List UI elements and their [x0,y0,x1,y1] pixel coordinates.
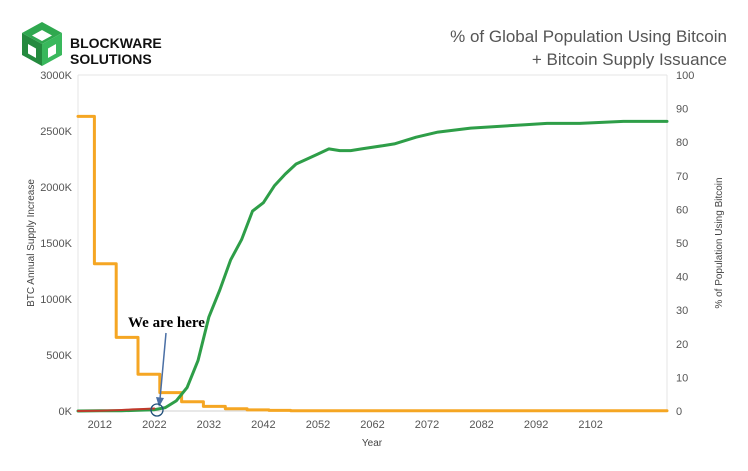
y-right-tick-label: 90 [676,104,688,116]
y-right-tick-label: 40 [676,272,688,284]
series-line-of-population-using-bitcoin [76,119,669,413]
x-tick-label: 2012 [88,419,112,431]
y-right-tick-label: 30 [676,305,688,317]
x-tick-label: 2052 [306,419,330,431]
y-left-tick-label: 3000K [40,70,72,82]
logo-cube-icon [22,22,62,66]
y-right-tick-label: 80 [676,137,688,149]
y-right-axis-label: % of Population Using Bitcoin [714,177,725,308]
series-line-btc-annual-supply-increase [76,114,669,413]
annotation-arrow-head [156,397,164,407]
y-left-axis-label: BTC Annual Supply Increase [26,179,37,307]
x-tick-label: 2022 [142,419,166,431]
y-left-tick-label: 2000K [40,182,72,194]
x-tick-label: 2062 [360,419,384,431]
y-right-tick-label: 50 [676,238,688,250]
blockware-logo: BLOCKWARE SOLUTIONS [22,22,162,67]
y-right-tick-label: 10 [676,372,688,384]
y-right-tick-label: 0 [676,406,682,418]
brand-line2: SOLUTIONS [70,51,152,67]
brand-line1: BLOCKWARE [70,35,162,51]
y-right-tick-label: 70 [676,171,688,183]
y-right-tick-label: 60 [676,204,688,216]
x-tick-label: 2032 [197,419,221,431]
x-tick-label: 2102 [578,419,602,431]
annotation-arrow-shaft [159,332,167,400]
x-tick-label: 2042 [251,419,275,431]
chart-title-line1: % of Global Population Using Bitcoin [450,27,727,46]
y-right-tick-label: 100 [676,70,694,82]
y-right-tick-label: 20 [676,339,688,351]
y-left-tick-label: 1500K [40,238,72,250]
x-tick-label: 2092 [524,419,548,431]
x-tick-label: 2072 [415,419,439,431]
annotation-text: We are here [128,315,205,331]
y-left-tick-label: 0K [59,406,73,418]
x-axis-label: Year [362,438,383,449]
y-left-tick-label: 1000K [40,294,72,306]
y-left-tick-label: 500K [46,350,72,362]
series-line-historical-supply-issuance [77,407,156,412]
chart-title-line2: + Bitcoin Supply Issuance [532,50,727,69]
annotation-circle [150,403,164,417]
we-are-here-annotation: We are here [128,315,205,417]
y-left-tick-label: 2500K [40,126,72,138]
x-tick-label: 2082 [469,419,493,431]
